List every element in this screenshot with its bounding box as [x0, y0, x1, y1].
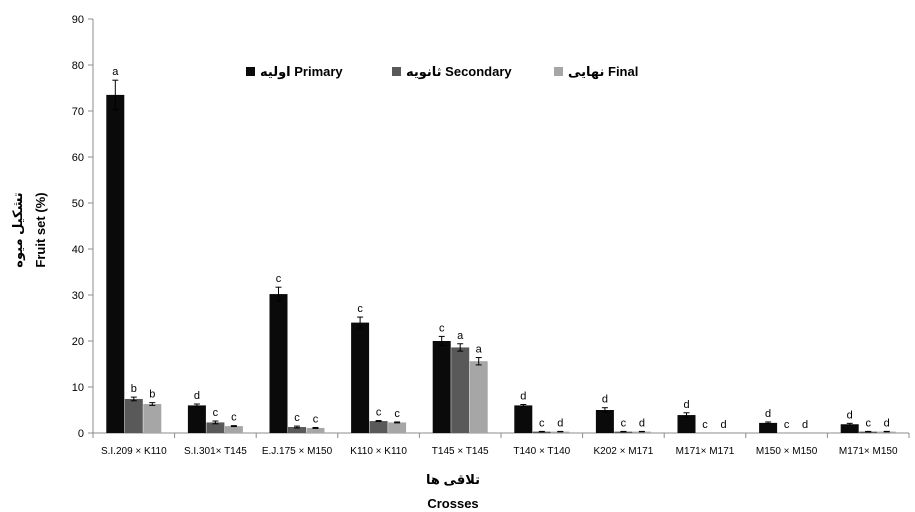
bar: [224, 426, 243, 433]
bar: [187, 405, 206, 433]
bar: [269, 294, 288, 433]
significance-letter: c: [376, 407, 382, 419]
x-tick-label: M150 × M150: [756, 446, 818, 457]
y-tick-label: 90: [72, 14, 84, 26]
legend-swatch: [392, 67, 401, 76]
significance-letter: c: [213, 407, 219, 419]
y-tick-label: 80: [72, 60, 84, 72]
significance-letter: d: [520, 390, 526, 402]
bar: [369, 421, 388, 433]
legend-label: ثانویه Secondary: [406, 64, 512, 79]
chart-axes: [92, 19, 909, 434]
bar: [595, 410, 614, 433]
significance-letter: a: [112, 66, 119, 78]
bar: [432, 341, 451, 433]
significance-letter: d: [765, 408, 771, 420]
y-tick-label: 70: [72, 106, 84, 118]
significance-letter: d: [683, 399, 689, 411]
y-axis-label-persian: تشکیل میوه: [10, 192, 25, 267]
y-tick-label: 60: [72, 152, 84, 164]
significance-letter: c: [394, 408, 400, 420]
bar: [143, 404, 162, 433]
significance-letter: b: [149, 389, 155, 401]
y-tick-label: 40: [72, 244, 84, 256]
x-tick-label: S.I.301× T145: [184, 446, 247, 457]
legend-label: نهایی Final: [568, 64, 638, 79]
bar: [388, 422, 407, 433]
significance-letter: d: [847, 409, 853, 421]
bar: [306, 427, 325, 433]
x-tick-label: M171× M171: [676, 446, 735, 457]
x-tick-label: K202 × M171: [594, 446, 654, 457]
x-tick-label: M171× M150: [839, 446, 898, 457]
significance-letter: c: [784, 419, 790, 431]
bar: [759, 422, 778, 433]
significance-letter: d: [720, 419, 726, 431]
x-tick-label: T145 × T145: [432, 446, 489, 457]
significance-letter: b: [131, 383, 137, 395]
x-tick-label: S.I.209 × K110: [101, 446, 167, 457]
bar: [124, 398, 143, 433]
significance-letter: d: [802, 419, 808, 431]
legend-swatch: [246, 67, 255, 76]
significance-letter: c: [294, 412, 300, 424]
y-tick-label: 20: [72, 336, 84, 348]
x-tick-label: K110 × K110: [350, 446, 407, 457]
legend-swatch: [554, 67, 563, 76]
bar: [514, 405, 533, 433]
bar: [677, 415, 696, 433]
x-tick-label: E.J.175 × M150: [262, 446, 333, 457]
significance-letter: a: [457, 330, 464, 342]
x-tick-label: T140 × T140: [513, 446, 570, 457]
x-axis-category-labels: S.I.209 × K110 S.I.301× T145 E.J.175 × M15…: [92, 433, 910, 457]
legend: اولیه Primary ثانویه Secondary نهایی Final: [246, 64, 638, 79]
y-axis-ticks: 0 10 20 30 40 50 60 70 80 90: [72, 14, 93, 440]
y-tick-label: 50: [72, 198, 84, 210]
error-bars: [112, 79, 890, 433]
significance-letter: d: [557, 417, 563, 429]
bar-marks: [106, 94, 896, 434]
y-tick-label: 30: [72, 290, 84, 302]
bar: [469, 361, 488, 433]
significance-letter: c: [539, 417, 545, 429]
y-tick-label: 0: [78, 428, 84, 440]
bar: [288, 427, 306, 433]
y-tick-label: 10: [72, 382, 84, 394]
x-axis-label-persian: تلاقی ها: [426, 472, 480, 487]
bar: [206, 422, 225, 433]
significance-letter: c: [313, 413, 319, 425]
significance-letter: c: [276, 273, 282, 285]
bar: [840, 424, 859, 433]
bar: [106, 94, 125, 434]
significance-letter: d: [639, 417, 645, 429]
significance-letter: c: [621, 417, 627, 429]
significance-letter: a: [476, 344, 483, 356]
significance-letter: d: [602, 394, 608, 406]
significance-letter: d: [194, 390, 200, 402]
significance-letter: d: [884, 417, 890, 429]
significance-letter: c: [865, 417, 871, 429]
bar: [451, 347, 470, 433]
significance-letter: c: [439, 322, 445, 334]
legend-label: اولیه Primary: [260, 64, 343, 79]
significance-letter: c: [231, 412, 237, 424]
bar: [351, 322, 370, 433]
significance-letter: c: [357, 303, 363, 315]
x-axis-label: Crosses: [427, 496, 478, 511]
y-axis-label: Fruit set (%): [33, 192, 48, 267]
significance-letter: c: [702, 419, 708, 431]
